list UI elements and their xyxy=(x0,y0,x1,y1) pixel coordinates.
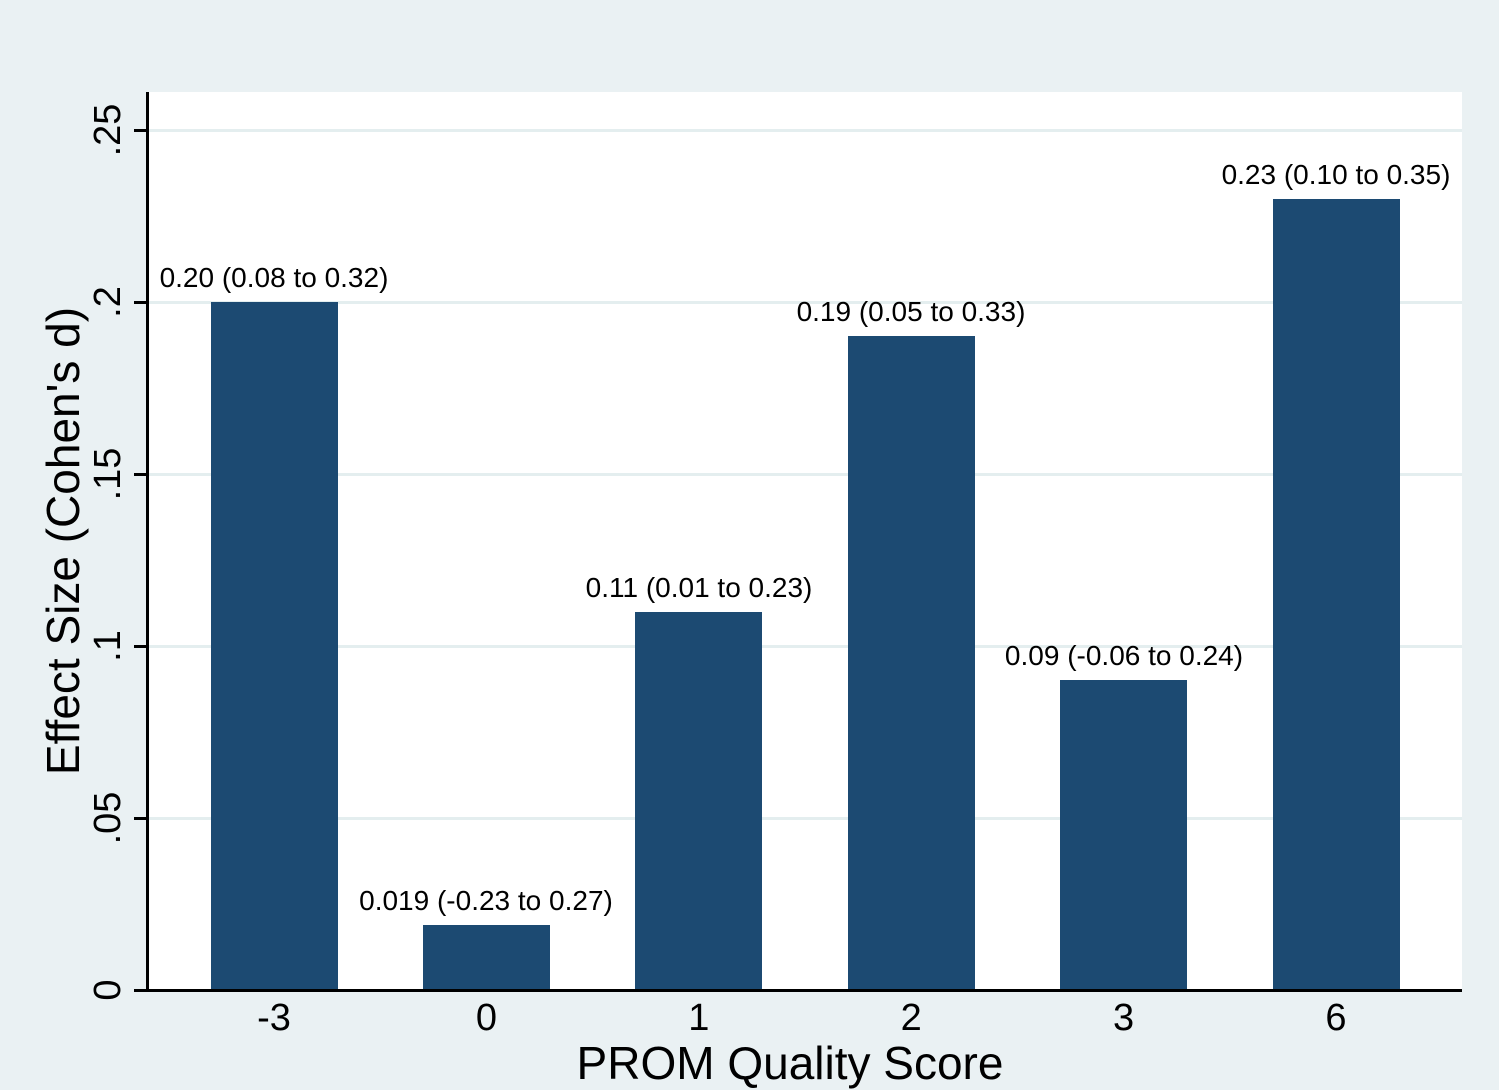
bar-value-label: 0.11 (0.01 to 0.23) xyxy=(585,572,813,603)
bar-value-label: 0.19 (0.05 to 0.33) xyxy=(796,296,1026,327)
x-axis-title: PROM Quality Score xyxy=(576,1037,1004,1089)
gridline xyxy=(148,644,1462,648)
y-tick-label: .25 xyxy=(87,103,129,157)
bar xyxy=(211,302,338,990)
bar xyxy=(848,336,975,990)
y-tick-label: .15 xyxy=(87,447,129,501)
bar xyxy=(1273,199,1400,990)
y-axis-tick xyxy=(134,816,148,820)
gridline xyxy=(148,128,1462,132)
x-tick-label: 3 xyxy=(1113,997,1135,1039)
y-axis-tick xyxy=(134,644,148,648)
bar-value-label: 0.019 (-0.23 to 0.27) xyxy=(359,885,613,916)
x-tick-label: 2 xyxy=(900,997,922,1039)
y-tick-label: .05 xyxy=(87,791,129,845)
y-axis-tick xyxy=(134,989,148,992)
x-tick-label: 1 xyxy=(688,997,710,1039)
gridline xyxy=(148,300,1462,304)
bar xyxy=(1060,680,1187,990)
y-tick-label: .1 xyxy=(87,630,129,662)
gridline xyxy=(148,472,1462,476)
bar-value-label: 0.23 (0.10 to 0.35) xyxy=(1221,159,1451,190)
y-axis-title: Effect Size (Cohen's d) xyxy=(37,306,89,776)
x-tick-label: 0 xyxy=(475,997,497,1039)
x-axis-line xyxy=(146,989,1462,992)
y-axis-tick xyxy=(134,472,148,476)
y-axis-tick xyxy=(134,300,148,304)
bar-value-label: 0.20 (0.08 to 0.32) xyxy=(159,262,389,293)
y-axis-tick xyxy=(134,128,148,132)
x-tick-label: 6 xyxy=(1325,997,1347,1039)
plot-area xyxy=(148,92,1462,990)
bar-value-label: 0.09 (-0.06 to 0.24) xyxy=(1004,640,1244,671)
bar xyxy=(423,925,550,990)
y-tick-label: 0 xyxy=(87,979,129,1001)
x-tick-label: -3 xyxy=(257,997,291,1039)
bar xyxy=(635,612,762,990)
y-axis-line xyxy=(146,92,149,992)
gridline xyxy=(148,816,1462,820)
